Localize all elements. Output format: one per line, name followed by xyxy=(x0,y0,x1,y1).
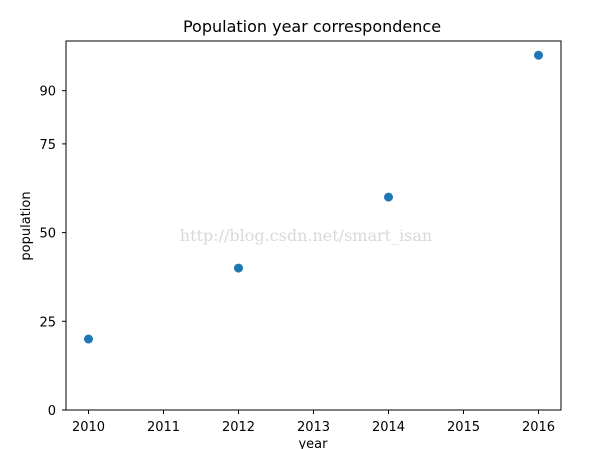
x-tick-label: 2016 xyxy=(522,420,555,435)
x-tick-label: 2012 xyxy=(222,420,255,435)
plot-area xyxy=(84,50,543,344)
watermark-text: http://blog.csdn.net/smart_isan xyxy=(180,226,432,245)
data-point xyxy=(234,263,243,273)
data-point xyxy=(84,334,93,344)
y-tick-label: 25 xyxy=(39,315,56,330)
data-point xyxy=(534,50,543,60)
x-tick-label: 2015 xyxy=(447,420,480,435)
y-tick-label: 75 xyxy=(39,138,56,153)
x-tick-label: 2013 xyxy=(297,420,330,435)
y-axis-label: population xyxy=(19,191,34,260)
y-axis: 0 25 50 75 90 xyxy=(39,85,66,419)
x-axis: 2010 2011 2012 2013 2014 2015 2016 xyxy=(72,410,555,435)
y-tick-label: 90 xyxy=(39,85,56,100)
y-tick-label: 0 xyxy=(48,404,56,419)
y-tick-label: 50 xyxy=(39,227,56,242)
x-axis-label: year xyxy=(298,437,328,449)
x-tick-label: 2011 xyxy=(147,420,180,435)
x-tick-label: 2010 xyxy=(72,420,105,435)
x-tick-label: 2014 xyxy=(372,420,405,435)
data-point xyxy=(384,192,393,202)
chart-title: Population year correspondence xyxy=(183,17,441,36)
